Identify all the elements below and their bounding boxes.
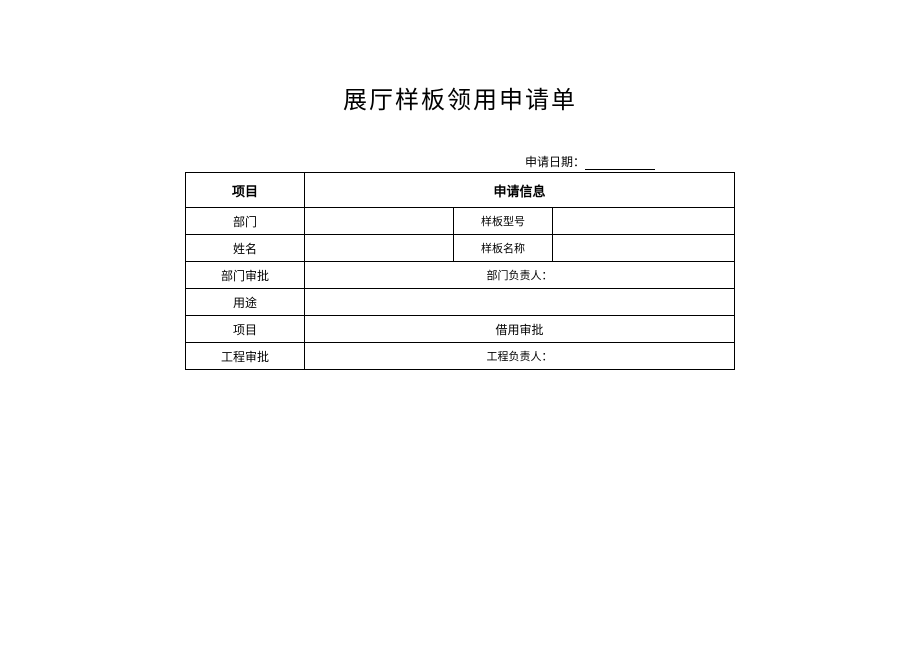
- value-sample-name: [553, 235, 735, 262]
- table-header-row: 项目 申请信息: [186, 173, 735, 208]
- value-purpose: [305, 289, 735, 316]
- date-underline: [585, 169, 655, 170]
- row-department: 部门 样板型号: [186, 208, 735, 235]
- form-title: 展厅样板领用申请单: [185, 80, 735, 115]
- label-project2: 项目: [186, 316, 305, 343]
- header-info: 申请信息: [305, 173, 735, 208]
- row-dept-approval: 部门审批 部门负责人：: [186, 262, 735, 289]
- application-table: 项目 申请信息 部门 样板型号 姓名 样板名称 部门审批 部门负责人： 用途 项…: [185, 172, 735, 370]
- row-name: 姓名 样板名称: [186, 235, 735, 262]
- date-line: 申请日期：: [185, 153, 735, 170]
- label-department: 部门: [186, 208, 305, 235]
- row-eng-approval: 工程审批 工程负责人：: [186, 343, 735, 370]
- value-eng-approval: 工程负责人：: [305, 343, 735, 370]
- label-dept-approval: 部门审批: [186, 262, 305, 289]
- label-purpose: 用途: [186, 289, 305, 316]
- label-sample-model: 样板型号: [454, 208, 553, 235]
- form-page: 展厅样板领用申请单 申请日期： 项目 申请信息 部门 样板型号 姓名 样板名称 …: [0, 0, 920, 370]
- row-purpose: 用途: [186, 289, 735, 316]
- date-label: 申请日期：: [525, 155, 585, 169]
- value-name: [305, 235, 454, 262]
- label-sample-name: 样板名称: [454, 235, 553, 262]
- value-dept-approval: 部门负责人：: [305, 262, 735, 289]
- value-borrow-approval: 借用审批: [305, 316, 735, 343]
- value-sample-model: [553, 208, 735, 235]
- value-department: [305, 208, 454, 235]
- label-name: 姓名: [186, 235, 305, 262]
- row-project2: 项目 借用审批: [186, 316, 735, 343]
- header-project: 项目: [186, 173, 305, 208]
- label-eng-approval: 工程审批: [186, 343, 305, 370]
